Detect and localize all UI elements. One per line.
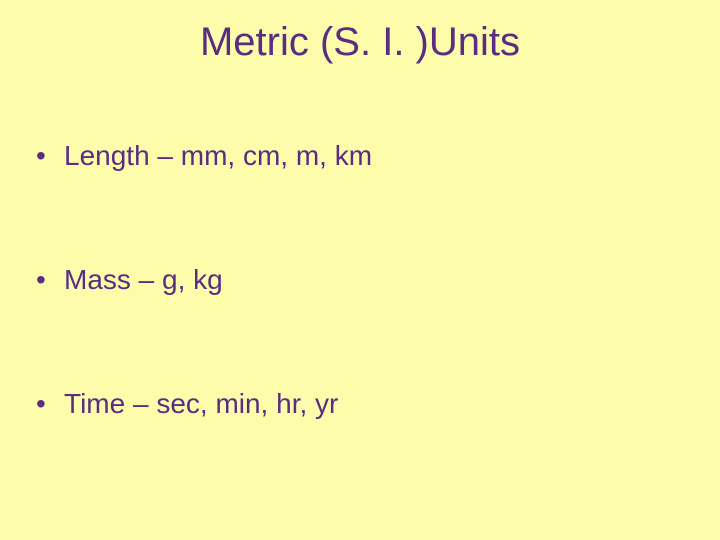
bullet-text: Length – mm, cm, m, km [64, 140, 372, 172]
list-item: Mass – g, kg [36, 264, 372, 296]
bullet-text: Mass – g, kg [64, 264, 223, 296]
list-item: Length – mm, cm, m, km [36, 140, 372, 172]
slide: Metric (S. I. )Units Length – mm, cm, m,… [0, 0, 720, 540]
bullet-text: Time – sec, min, hr, yr [64, 388, 338, 420]
slide-title: Metric (S. I. )Units [0, 20, 720, 65]
bullet-list: Length – mm, cm, m, km Mass – g, kg Time… [36, 140, 372, 420]
list-item: Time – sec, min, hr, yr [36, 388, 372, 420]
